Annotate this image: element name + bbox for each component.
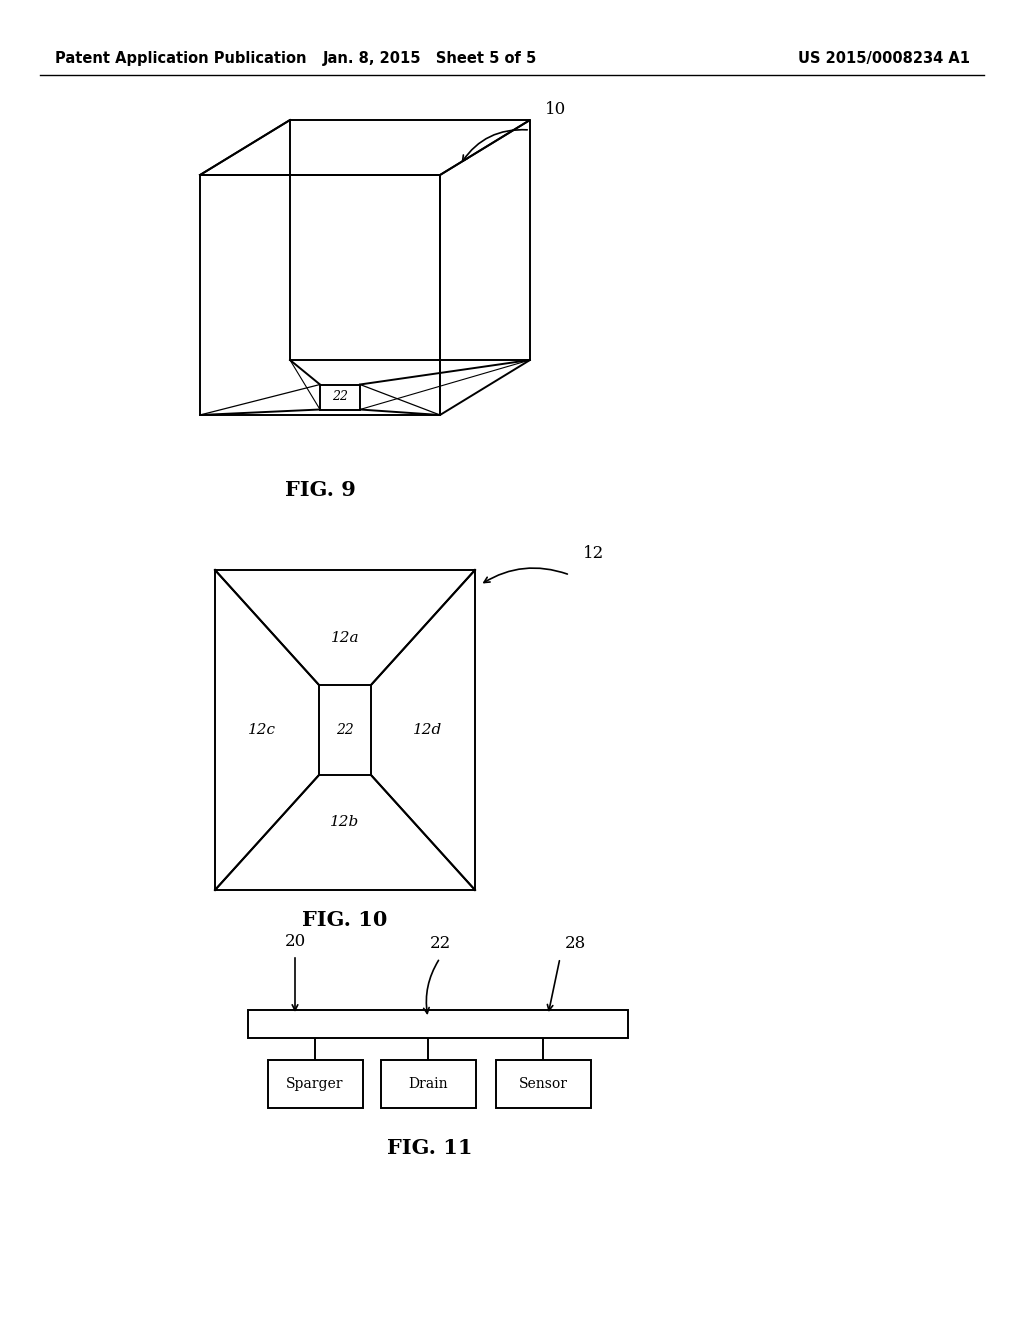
Text: 12d: 12d	[414, 723, 442, 737]
Text: US 2015/0008234 A1: US 2015/0008234 A1	[798, 50, 970, 66]
Text: 12c: 12c	[248, 723, 276, 737]
Bar	[319, 384, 360, 409]
Bar	[319, 685, 371, 775]
Text: Drain: Drain	[409, 1077, 447, 1092]
Text: 20: 20	[285, 933, 305, 950]
Text: Jan. 8, 2015   Sheet 5 of 5: Jan. 8, 2015 Sheet 5 of 5	[323, 50, 538, 66]
Text: 22: 22	[336, 723, 354, 737]
Text: FIG. 9: FIG. 9	[285, 480, 355, 500]
Bar	[215, 570, 475, 890]
Text: FIG. 11: FIG. 11	[387, 1138, 473, 1158]
Bar	[248, 1010, 628, 1038]
Text: Sensor: Sensor	[518, 1077, 567, 1092]
Text: 28: 28	[565, 935, 587, 952]
Bar	[267, 1060, 362, 1107]
Bar	[381, 1060, 475, 1107]
Text: 12b: 12b	[331, 816, 359, 829]
Text: 22: 22	[332, 391, 348, 404]
Text: 10: 10	[545, 102, 566, 117]
Text: 22: 22	[429, 935, 451, 952]
Text: Patent Application Publication: Patent Application Publication	[55, 50, 306, 66]
Text: Sparger: Sparger	[287, 1077, 344, 1092]
Text: 12: 12	[583, 545, 604, 562]
Bar	[496, 1060, 591, 1107]
Text: 12a: 12a	[331, 631, 359, 644]
Text: FIG. 10: FIG. 10	[302, 909, 388, 931]
